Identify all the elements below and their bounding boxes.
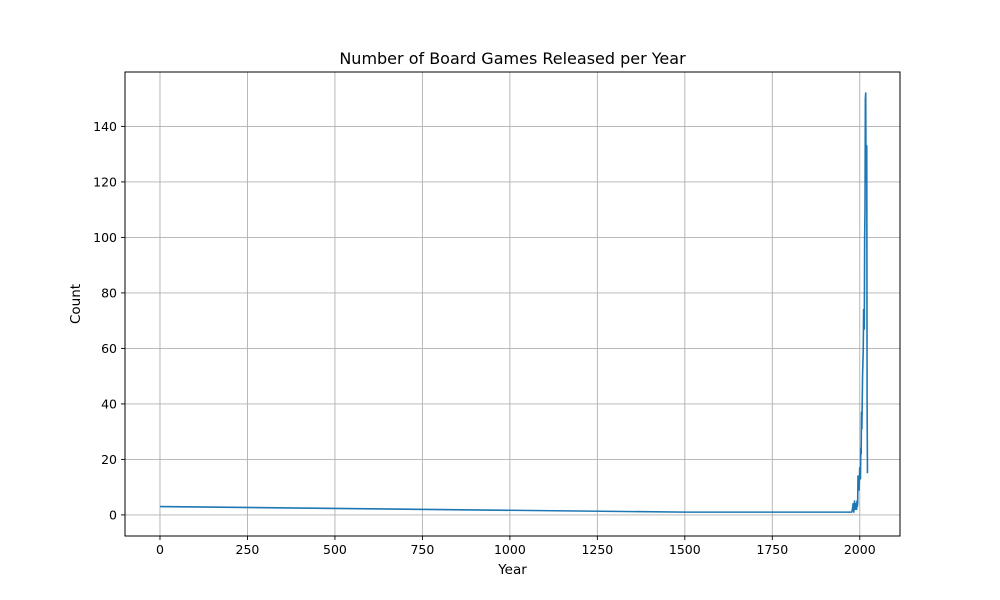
x-tick-label: 1750 (756, 542, 788, 557)
y-tick-label: 40 (101, 396, 117, 411)
x-tick-label: 1000 (494, 542, 526, 557)
x-tick-label: 0 (156, 542, 164, 557)
x-tick-label: 1250 (581, 542, 613, 557)
axis-ticks: 0 250 500 750 1000 1250 1500 1750 2000 0 20 40 60 80 1… (93, 119, 876, 557)
axes-frame (124, 71, 901, 537)
y-axis-label: Count (68, 284, 84, 324)
plot-area (159, 92, 869, 513)
x-tick-label: 1500 (669, 542, 701, 557)
y-tick-label: 0 (109, 507, 117, 522)
x-tick-label: 250 (236, 542, 260, 557)
series-line (159, 92, 869, 513)
y-tick-label: 140 (93, 119, 117, 134)
x-tick-label: 750 (410, 542, 434, 557)
x-tick-label: 2000 (844, 542, 876, 557)
x-axis-label: Year (497, 562, 527, 578)
y-tick-label: 120 (93, 174, 117, 189)
y-tick-label: 100 (93, 230, 117, 245)
grid (125, 72, 900, 536)
y-tick-label: 20 (101, 452, 117, 467)
chart-title: Number of Board Games Released per Year (339, 49, 686, 68)
y-tick-label: 80 (101, 285, 117, 300)
x-tick-label: 500 (323, 542, 347, 557)
y-tick-label: 60 (101, 341, 117, 356)
